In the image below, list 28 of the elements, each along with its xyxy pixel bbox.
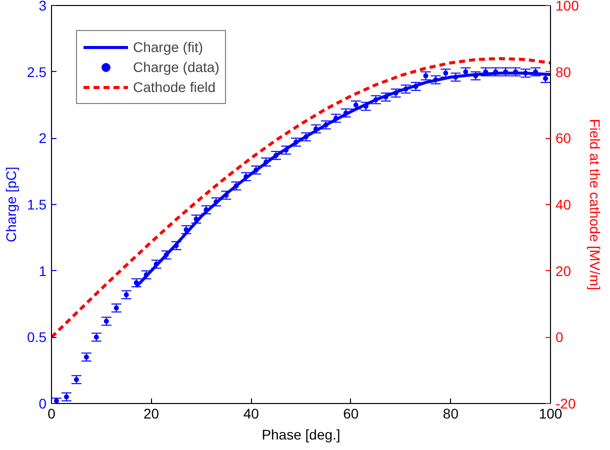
point [303, 134, 308, 140]
x-tick-label: 40 [243, 406, 260, 422]
y-tick-label: 0.5 [27, 329, 47, 346]
y-tick-label: 3 [38, 0, 47, 14]
y-tick-label: 1 [38, 262, 47, 279]
y2-tick-label: 40 [556, 196, 572, 212]
line-series [52, 57, 550, 339]
point [294, 140, 299, 145]
x-tick-label: 80 [442, 406, 459, 422]
y2-tick-label: 0 [556, 329, 564, 346]
y2-tick-label: 20 [556, 262, 572, 279]
point [543, 76, 548, 81]
y-tick-label: 0 [38, 396, 47, 412]
y-tick-label: 1.5 [27, 196, 47, 212]
y2-tick-label: 80 [556, 64, 572, 80]
y-tick-label: 2.5 [27, 64, 47, 80]
y2-tick-label: 60 [556, 130, 572, 146]
legend-label: Charge (data) [133, 59, 220, 75]
x-axis-title: Phase [deg.] [262, 426, 340, 442]
x-tick-label: 60 [343, 406, 359, 422]
y2-axis-title: Field at the cathode [MV/m] [586, 118, 603, 290]
legend-label: Charge (fit) [133, 39, 204, 55]
y-tick-label: 2 [38, 130, 47, 146]
legend-label: Cathode field [133, 79, 216, 95]
point [54, 398, 59, 404]
x-tick-label: 20 [144, 406, 160, 422]
y-axis-title: Charge [pC] [3, 166, 20, 242]
y2-tick-label: 100 [556, 0, 580, 14]
